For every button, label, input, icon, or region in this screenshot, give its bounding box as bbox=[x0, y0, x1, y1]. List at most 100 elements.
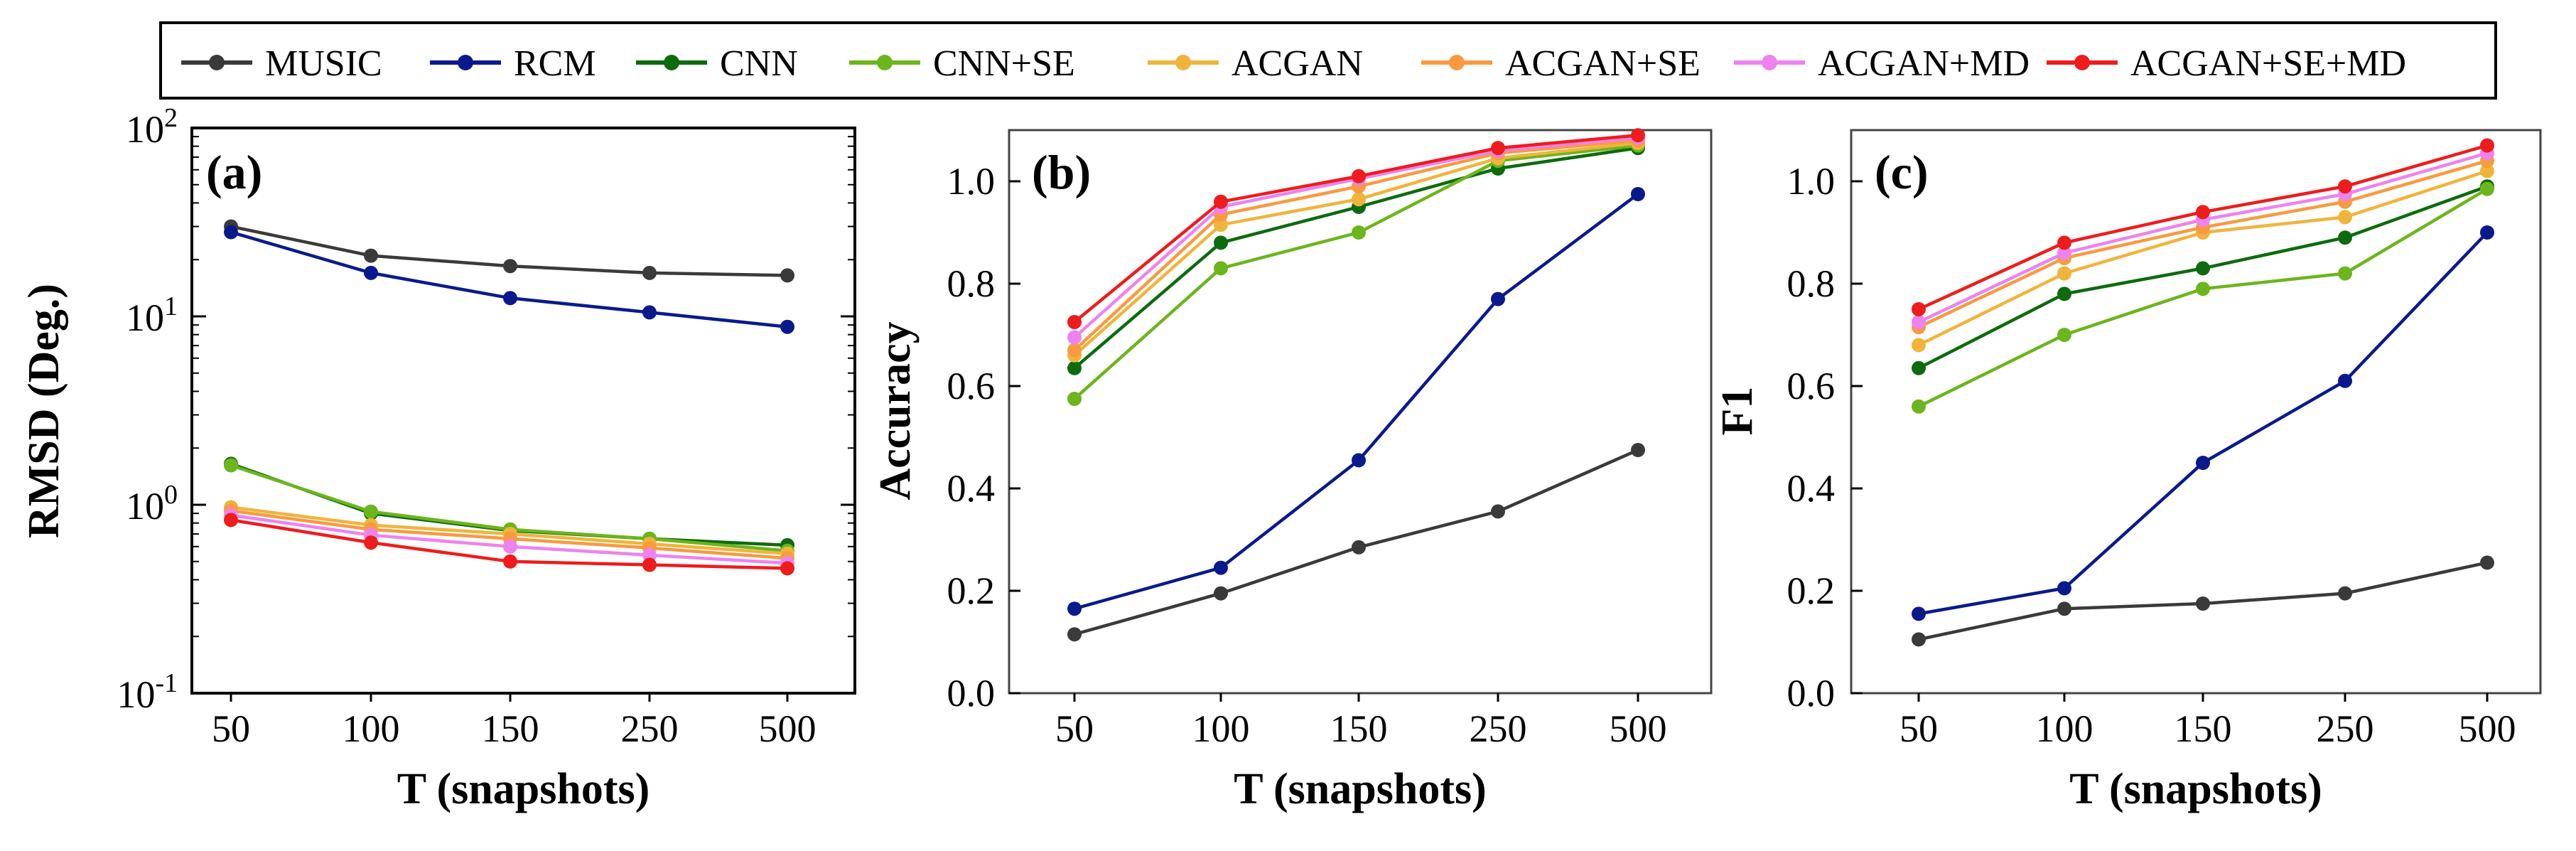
data-point-acgan-plus-se-plus-md bbox=[1214, 194, 1228, 209]
legend-marker-acgan bbox=[1175, 55, 1191, 70]
data-point-rcm bbox=[2196, 456, 2210, 470]
data-point-acgan-plus-se-plus-md bbox=[1631, 128, 1645, 143]
legend-label-music: MUSIC bbox=[265, 43, 382, 84]
x-tick-label: 50 bbox=[1899, 707, 1938, 750]
legend-label-acgan-plus-md: ACGAN+MD bbox=[1818, 43, 2030, 84]
data-point-cnn-plus-se bbox=[2338, 266, 2352, 281]
data-point-cnn-plus-se bbox=[224, 458, 238, 473]
data-point-rcm bbox=[364, 265, 378, 280]
plot-frame bbox=[1850, 129, 2542, 695]
data-point-acgan-plus-se-plus-md bbox=[2480, 138, 2494, 153]
data-point-acgan-plus-se-plus-md bbox=[780, 561, 794, 576]
series-music bbox=[1067, 443, 1645, 642]
data-point-cnn bbox=[2057, 287, 2071, 301]
y-tick-label: 0.8 bbox=[947, 262, 996, 305]
plot-frame bbox=[190, 127, 856, 695]
data-point-rcm bbox=[2057, 581, 2071, 596]
x-tick-label: 100 bbox=[2036, 707, 2093, 750]
data-point-acgan-plus-se bbox=[1067, 343, 1082, 358]
data-point-rcm bbox=[780, 319, 794, 334]
data-point-cnn-plus-se bbox=[1912, 399, 1926, 414]
series-rcm bbox=[1067, 187, 1645, 616]
series-acgan-plus-se-plus-md bbox=[1912, 138, 2494, 316]
data-point-acgan-plus-se-plus-md bbox=[364, 535, 378, 550]
series-music bbox=[224, 219, 794, 283]
data-point-music bbox=[1067, 627, 1082, 642]
x-tick-label: 500 bbox=[1610, 707, 1667, 750]
legend-label-cnn: CNN bbox=[720, 43, 798, 84]
data-point-acgan-plus-se-plus-md bbox=[642, 557, 657, 572]
x-tick-label: 500 bbox=[2459, 707, 2516, 750]
series-rcm bbox=[1912, 225, 2494, 621]
y-tick-base: 10 bbox=[117, 673, 155, 716]
y-tick-label: 1.0 bbox=[1787, 160, 1836, 203]
data-point-rcm bbox=[1631, 187, 1645, 201]
x-tick-label: 100 bbox=[343, 707, 400, 750]
data-point-rcm bbox=[2480, 225, 2494, 240]
panel-label: (c) bbox=[1875, 145, 1928, 199]
y-tick-label: 0.0 bbox=[947, 672, 996, 714]
x-axis-title: T (snapshots) bbox=[397, 765, 650, 813]
y-tick-label: 101 bbox=[126, 291, 178, 339]
legend-label-rcm: RCM bbox=[514, 43, 596, 84]
data-point-acgan bbox=[2338, 210, 2352, 225]
data-point-music bbox=[1631, 443, 1645, 457]
data-point-music bbox=[2196, 596, 2210, 611]
series-line-rcm bbox=[230, 230, 788, 328]
data-point-music bbox=[1491, 504, 1505, 519]
series-acgan-plus-se-plus-md bbox=[1067, 128, 1645, 329]
y-tick-base: 10 bbox=[126, 296, 164, 339]
data-point-acgan-plus-se-plus-md bbox=[1067, 315, 1082, 329]
data-point-music bbox=[780, 268, 794, 283]
data-point-music bbox=[1912, 632, 1926, 647]
data-point-acgan bbox=[1912, 338, 1926, 353]
data-point-music bbox=[642, 265, 657, 280]
y-tick-label: 10-1 bbox=[117, 668, 178, 716]
data-point-acgan-plus-md bbox=[1067, 330, 1082, 345]
data-point-cnn bbox=[2338, 230, 2352, 245]
data-point-acgan bbox=[1214, 218, 1228, 232]
y-tick-label: 0.6 bbox=[947, 365, 996, 407]
x-axis-title: T (snapshots) bbox=[1234, 765, 1487, 813]
y-tick-label: 1.0 bbox=[947, 160, 996, 203]
data-point-cnn-plus-se bbox=[1214, 261, 1228, 276]
y-tick-label: 0.6 bbox=[1787, 365, 1836, 407]
data-point-cnn bbox=[2196, 261, 2210, 276]
legend-label-acgan: ACGAN bbox=[1232, 43, 1363, 84]
series-cnn-plus-se bbox=[1912, 181, 2494, 414]
chart-panel-3: 0.0 0.2 0.4 0.6 0.8 1.0 50 100 150 250 500 T (snaps… bbox=[1713, 129, 2542, 813]
series-acgan-plus-se bbox=[1067, 133, 1645, 358]
y-tick-label: 0.2 bbox=[1787, 569, 1836, 612]
data-point-rcm bbox=[1214, 560, 1228, 575]
data-point-cnn-plus-se bbox=[1352, 225, 1366, 240]
data-point-music bbox=[1214, 586, 1228, 601]
y-tick-label: 0.0 bbox=[1787, 672, 1836, 714]
x-tick-label: 250 bbox=[2317, 707, 2374, 750]
x-tick-label: 50 bbox=[212, 707, 250, 750]
y-tick-exponent: 0 bbox=[164, 480, 178, 510]
data-point-cnn-plus-se bbox=[364, 504, 378, 519]
data-point-acgan bbox=[2480, 164, 2494, 178]
data-point-acgan bbox=[2057, 266, 2071, 281]
panel-label: (a) bbox=[206, 145, 262, 199]
data-point-music bbox=[1352, 540, 1366, 555]
y-tick-exponent: 2 bbox=[164, 103, 178, 133]
data-point-rcm bbox=[224, 225, 238, 240]
data-point-acgan bbox=[1352, 192, 1366, 207]
legend: MUSIC RCM CNN CNN+SE ACGAN ACGAN+SE ACGAN+MD AC… bbox=[159, 21, 2497, 100]
data-point-acgan-plus-se-plus-md bbox=[2057, 235, 2071, 250]
data-point-rcm bbox=[642, 305, 657, 320]
data-point-acgan-plus-md bbox=[2057, 245, 2071, 260]
data-point-music bbox=[364, 248, 378, 263]
legend-marker-rcm bbox=[458, 55, 473, 70]
x-tick-label: 250 bbox=[621, 707, 679, 750]
data-point-cnn-plus-se bbox=[2196, 282, 2210, 296]
data-point-rcm bbox=[1067, 601, 1082, 616]
y-tick-label: 102 bbox=[126, 103, 178, 151]
x-tick-label: 150 bbox=[2174, 707, 2232, 750]
legend-marker-acgan-plus-se-plus-md bbox=[2074, 55, 2090, 70]
series-acgan-plus-se-plus-md bbox=[224, 513, 794, 576]
series-rcm bbox=[224, 225, 794, 334]
y-axis-title: Accuracy bbox=[871, 321, 920, 500]
legend-label-acgan-plus-se-plus-md: ACGAN+SE+MD bbox=[2130, 43, 2406, 84]
